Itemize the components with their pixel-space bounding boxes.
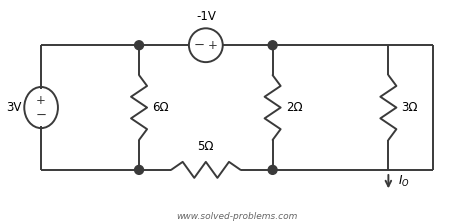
- Text: 5Ω: 5Ω: [198, 140, 214, 153]
- Text: 3V: 3V: [6, 101, 21, 114]
- Text: −: −: [194, 39, 205, 52]
- Text: +: +: [207, 39, 217, 52]
- Circle shape: [135, 41, 144, 50]
- Circle shape: [268, 41, 277, 50]
- Text: 2Ω: 2Ω: [286, 101, 302, 114]
- Text: -1V: -1V: [196, 10, 216, 23]
- Circle shape: [135, 166, 144, 174]
- Circle shape: [268, 166, 277, 174]
- Text: −: −: [36, 109, 46, 122]
- Text: www.solved-problems.com: www.solved-problems.com: [176, 212, 298, 221]
- Text: 6Ω: 6Ω: [153, 101, 169, 114]
- Text: 3Ω: 3Ω: [401, 101, 417, 114]
- Text: +: +: [36, 94, 46, 107]
- Text: $I_O$: $I_O$: [398, 174, 410, 189]
